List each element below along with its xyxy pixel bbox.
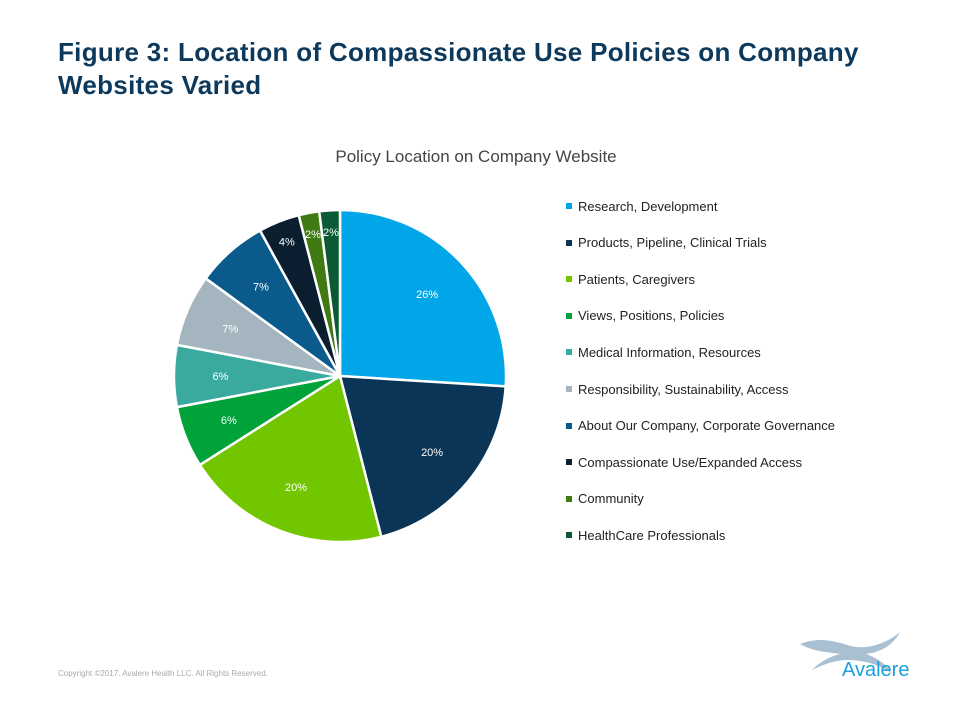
data-label: 26% — [416, 289, 438, 301]
legend-swatch — [566, 495, 572, 502]
legend-label: HealthCare Professionals — [578, 527, 726, 543]
data-label: 20% — [285, 482, 307, 494]
legend-label: Views, Positions, Policies — [578, 308, 725, 324]
chart-title: Policy Location on Company Website — [335, 147, 617, 166]
legend-item: Research, Development — [566, 197, 717, 215]
legend-label: About Our Company, Corporate Governance — [578, 418, 836, 434]
slide-title: Figure 3: Location of Compassionate Use … — [58, 37, 859, 100]
legend-swatch — [566, 386, 572, 392]
legend-item: Patients, Caregivers — [566, 270, 695, 288]
legend-swatch — [566, 422, 572, 429]
data-label: 20% — [421, 447, 443, 459]
pie-slice — [317, 208, 342, 377]
legend-item: Views, Positions, Policies — [566, 307, 724, 325]
legend-item: About Our Company, Corporate Governance — [566, 417, 835, 435]
legend-item: HealthCare Professionals — [566, 526, 725, 544]
logo-text: Avalere — [842, 659, 910, 681]
data-label: 2% — [323, 227, 339, 239]
legend-item: Compassionate Use/Expanded Access — [566, 453, 802, 471]
legend-label: Products, Pipeline, Clinical Trials — [578, 235, 767, 251]
legend-swatch — [566, 532, 572, 539]
data-label: 7% — [222, 324, 238, 336]
pie-slice — [338, 374, 507, 539]
legend-item: Responsibility, Sustainability, Access — [566, 380, 789, 398]
pie-slice — [338, 208, 508, 388]
legend-swatch — [566, 459, 572, 466]
data-label: 6% — [213, 371, 229, 383]
legend-item: Products, Pipeline, Clinical Trials — [566, 234, 767, 252]
legend-item: Medical Information, Resources — [566, 343, 761, 361]
data-label: 2% — [305, 229, 321, 241]
data-label: 7% — [253, 281, 269, 293]
legend-swatch — [566, 239, 572, 246]
legend-label: Responsibility, Sustainability, Access — [578, 381, 789, 397]
legend-label: Medical Information, Resources — [578, 344, 761, 360]
legend-swatch — [566, 312, 572, 319]
legend-swatch — [566, 276, 572, 283]
legend-item: Community — [566, 490, 644, 508]
copyright: Copyright ©2017. Avalere Health LLC. All… — [58, 669, 268, 678]
pie-slice — [198, 374, 383, 544]
data-label: 6% — [221, 415, 237, 427]
legend-swatch — [566, 203, 572, 209]
legend-swatch — [566, 349, 572, 356]
data-label: 4% — [279, 237, 295, 249]
legend-label: Compassionate Use/Expanded Access — [578, 454, 803, 470]
avalere-logo-icon — [800, 632, 900, 674]
legend-label: Patients, Caregivers — [578, 271, 696, 287]
legend-label: Research, Development — [578, 198, 718, 214]
legend-label: Community — [578, 491, 644, 507]
